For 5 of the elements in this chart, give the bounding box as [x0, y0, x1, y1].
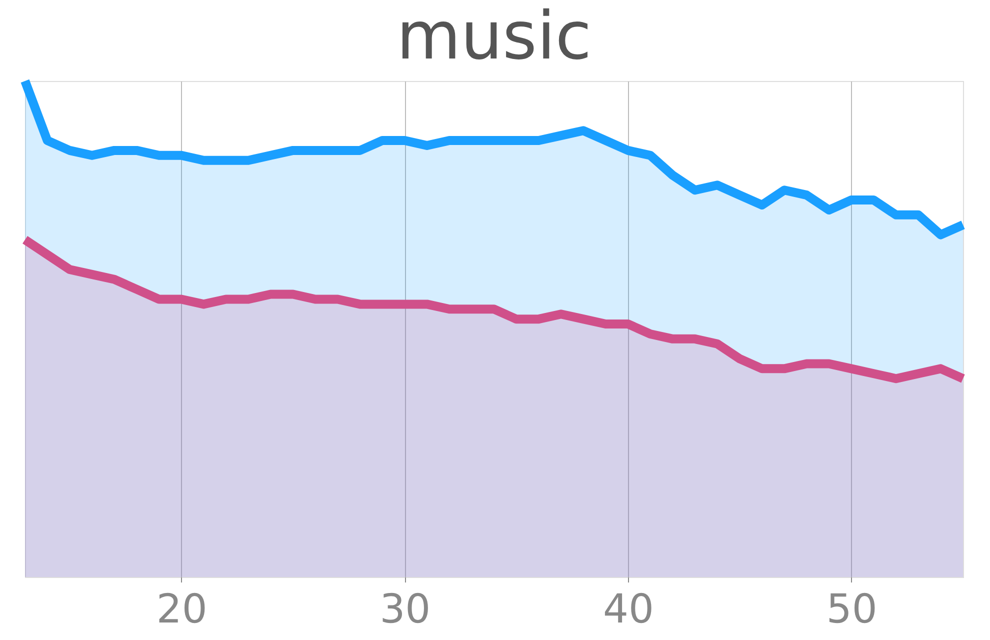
- x-tick-label: 40: [603, 586, 654, 632]
- chart-title: music: [396, 0, 592, 74]
- x-tick-label: 20: [156, 586, 208, 632]
- x-tick-label: 50: [826, 586, 878, 632]
- x-tick-label: 30: [380, 586, 431, 632]
